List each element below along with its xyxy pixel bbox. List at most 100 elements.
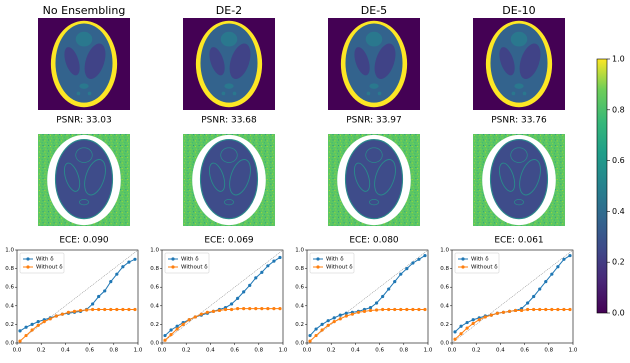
series-marker xyxy=(187,318,191,322)
legend-marker xyxy=(26,257,30,261)
series-marker xyxy=(78,308,83,313)
legend-label: With δ xyxy=(36,257,54,263)
series-marker xyxy=(453,337,457,341)
legend-box xyxy=(454,252,500,274)
series-marker xyxy=(254,276,258,280)
x-tick-label: 0.2 xyxy=(472,348,481,354)
series-marker xyxy=(526,301,530,305)
series-marker xyxy=(169,328,173,332)
uncertainty-map xyxy=(328,134,420,226)
series-marker xyxy=(121,265,125,269)
legend-label: Without δ xyxy=(471,265,498,271)
legend-marker xyxy=(316,265,320,269)
x-tick-label: 0.4 xyxy=(61,348,70,354)
series-marker xyxy=(229,307,234,312)
series-marker xyxy=(91,302,95,306)
series-marker xyxy=(320,322,324,326)
series-marker xyxy=(362,309,367,313)
series-marker xyxy=(368,308,373,313)
series-marker xyxy=(314,327,318,331)
psnr-label: PSNR: 33.03 xyxy=(56,116,112,126)
series-marker xyxy=(338,317,342,321)
series-marker xyxy=(133,307,137,312)
series-marker xyxy=(332,320,336,324)
y-tick-label: 0.6 xyxy=(150,285,159,291)
series-marker xyxy=(169,333,173,337)
series-marker xyxy=(326,323,330,327)
ece-label: ECE: 0.080 xyxy=(349,236,399,246)
x-tick-label: 1.0 xyxy=(279,348,288,354)
series-marker xyxy=(471,321,475,326)
y-tick-label: 0.2 xyxy=(150,322,159,328)
series-marker xyxy=(109,307,113,312)
uncertainty-map xyxy=(38,134,130,226)
x-tick-label: 0.2 xyxy=(327,348,336,354)
y-tick-label: 0.8 xyxy=(440,266,449,272)
panel-title: DE-2 xyxy=(216,4,242,17)
series-marker xyxy=(242,306,246,311)
series-marker xyxy=(411,261,415,265)
series-marker xyxy=(532,307,536,312)
series-marker xyxy=(513,308,518,313)
legend-marker xyxy=(461,265,465,269)
series-marker xyxy=(374,308,379,312)
series-marker xyxy=(501,310,506,314)
series-marker xyxy=(556,307,560,312)
series-marker xyxy=(109,280,113,284)
legend-marker xyxy=(171,257,175,261)
series-marker xyxy=(320,328,324,332)
series-marker xyxy=(127,260,131,264)
series-marker xyxy=(544,280,548,284)
series-marker xyxy=(393,307,397,312)
ece-label: ECE: 0.061 xyxy=(494,236,543,246)
reconstruction-image xyxy=(328,18,420,110)
psnr-label: PSNR: 33.68 xyxy=(201,116,257,126)
series-marker xyxy=(459,332,463,336)
series-marker xyxy=(368,306,373,310)
series-marker xyxy=(381,307,385,312)
series-marker xyxy=(133,257,137,261)
psnr-label: PSNR: 33.76 xyxy=(491,116,547,126)
series-marker xyxy=(381,294,385,299)
y-tick-label: 0.4 xyxy=(5,303,14,309)
series-marker xyxy=(254,306,258,311)
series-marker xyxy=(314,333,318,338)
x-tick-label: 0.0 xyxy=(448,348,457,354)
legend-marker xyxy=(461,257,465,261)
y-tick-label: 0.0 xyxy=(150,341,159,347)
series-marker xyxy=(248,283,252,287)
series-marker xyxy=(217,308,222,313)
x-tick-label: 0.4 xyxy=(351,348,360,354)
series-marker xyxy=(18,329,22,333)
y-tick-label: 0.0 xyxy=(440,341,449,347)
series-marker xyxy=(399,272,403,276)
series-marker xyxy=(550,307,554,312)
series-marker xyxy=(519,308,524,313)
legend-label: Without δ xyxy=(36,265,63,271)
series-marker xyxy=(556,265,560,269)
x-tick-label: 0.6 xyxy=(85,348,94,354)
x-tick-label: 1.0 xyxy=(569,348,578,354)
x-tick-label: 0.8 xyxy=(109,348,118,354)
series-marker xyxy=(121,307,125,312)
colorbar-tick-label: 0.6 xyxy=(612,156,625,165)
series-marker xyxy=(181,322,185,326)
legend-box xyxy=(19,252,65,274)
colorbar xyxy=(596,58,608,314)
series-marker xyxy=(507,309,512,313)
series-marker xyxy=(103,289,107,293)
legend-marker xyxy=(171,265,175,269)
colorbar-tick-label: 0.0 xyxy=(612,309,625,318)
series-marker xyxy=(199,312,203,316)
series-marker xyxy=(465,326,469,330)
legend-box xyxy=(164,252,210,274)
x-tick-label: 1.0 xyxy=(424,348,433,354)
series-marker xyxy=(248,306,252,311)
x-tick-label: 0.8 xyxy=(544,348,553,354)
series-marker xyxy=(72,309,77,313)
series-marker xyxy=(272,306,276,311)
y-tick-label: 0.8 xyxy=(5,266,14,272)
colorbar-tick-label: 0.2 xyxy=(612,258,625,267)
x-tick-label: 0.6 xyxy=(230,348,239,354)
